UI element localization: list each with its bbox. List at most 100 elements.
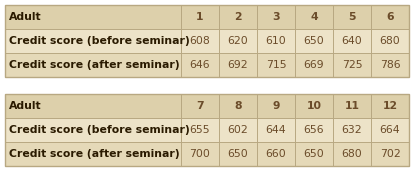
Text: 11: 11 [344,101,358,111]
Bar [294,53,332,77]
Text: 7: 7 [196,101,203,111]
Bar [5,5,180,29]
Text: 608: 608 [189,36,210,46]
Bar [370,142,408,166]
Bar [5,29,180,53]
Bar [180,94,218,118]
Text: 725: 725 [341,60,361,70]
Bar [332,5,370,29]
Bar [294,94,332,118]
Bar [218,29,256,53]
Bar [5,118,180,142]
Text: Adult: Adult [9,101,42,111]
Text: 6: 6 [385,12,393,22]
Text: 644: 644 [265,125,285,135]
Text: 640: 640 [341,36,361,46]
Bar [256,53,294,77]
Bar [218,53,256,77]
Bar [332,53,370,77]
Bar [370,118,408,142]
Bar [332,118,370,142]
Bar [294,142,332,166]
Bar [218,142,256,166]
Bar [180,118,218,142]
Bar [256,29,294,53]
Bar [218,94,256,118]
Bar [256,118,294,142]
Bar [218,5,256,29]
Text: 650: 650 [227,149,248,159]
Bar [370,94,408,118]
Bar [294,118,332,142]
Bar [294,5,332,29]
Bar [332,94,370,118]
Bar [294,29,332,53]
Text: 660: 660 [265,149,286,159]
Bar [5,94,180,118]
Bar [370,5,408,29]
Bar [256,94,294,118]
Text: 680: 680 [379,36,399,46]
Text: Credit score (after seminar): Credit score (after seminar) [9,60,179,70]
Bar [5,53,180,77]
Text: 2: 2 [234,12,241,22]
Bar [180,142,218,166]
Bar [218,53,256,77]
Bar [180,53,218,77]
Bar [332,5,370,29]
Bar [5,29,180,53]
Bar [256,29,294,53]
Bar [5,53,180,77]
Bar [294,118,332,142]
Text: 650: 650 [303,36,323,46]
Text: 680: 680 [341,149,361,159]
Bar [294,29,332,53]
Bar [218,118,256,142]
Text: 655: 655 [189,125,210,135]
Bar [180,5,218,29]
Bar [332,118,370,142]
Bar [332,29,370,53]
Text: 650: 650 [303,149,323,159]
Bar [294,5,332,29]
Text: 664: 664 [379,125,399,135]
Text: 632: 632 [341,125,361,135]
Bar [5,5,180,29]
Bar [256,53,294,77]
Text: 5: 5 [347,12,355,22]
Text: 602: 602 [227,125,248,135]
Bar [332,29,370,53]
Text: 702: 702 [379,149,399,159]
Bar [256,142,294,166]
Text: 10: 10 [306,101,321,111]
Bar [218,142,256,166]
Bar [294,94,332,118]
Text: 646: 646 [189,60,210,70]
Bar [218,94,256,118]
Text: 692: 692 [227,60,248,70]
Bar [370,142,408,166]
Bar [180,29,218,53]
Bar [256,94,294,118]
Text: 700: 700 [189,149,210,159]
Bar [180,53,218,77]
Bar [180,94,218,118]
Bar [332,53,370,77]
Text: 669: 669 [303,60,323,70]
Bar [5,5,408,77]
Bar [5,142,180,166]
Bar [370,29,408,53]
Bar [256,142,294,166]
Bar [218,118,256,142]
Bar [370,94,408,118]
Text: Credit score (before seminar): Credit score (before seminar) [9,36,190,46]
Text: 8: 8 [234,101,241,111]
Text: Adult: Adult [9,12,42,22]
Bar [332,142,370,166]
Bar [370,118,408,142]
Bar [370,53,408,77]
Bar [5,94,180,118]
Bar [294,53,332,77]
Text: 12: 12 [382,101,396,111]
Bar [256,5,294,29]
